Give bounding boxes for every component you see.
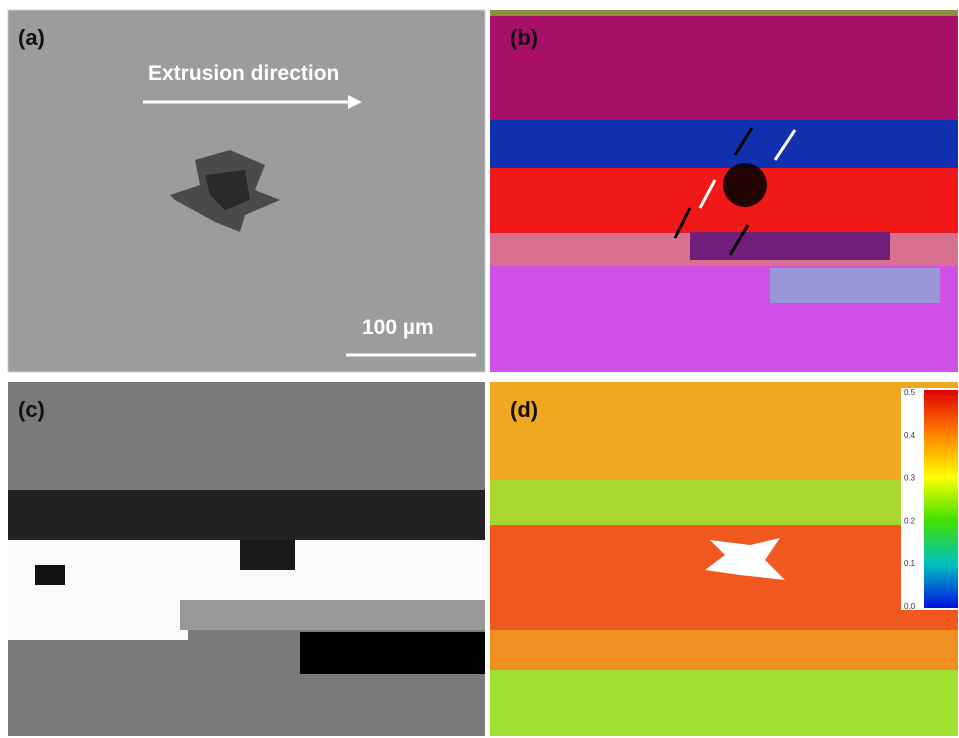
grain-band — [490, 10, 958, 122]
colorbar-tick-label: 0.3 — [904, 474, 916, 483]
kam-band — [490, 670, 958, 736]
kam-band — [490, 525, 958, 630]
panel-b: (b) — [490, 10, 958, 372]
grain-band — [490, 120, 958, 170]
grain-band — [490, 168, 958, 235]
phase-spot — [240, 540, 295, 570]
kam-band — [490, 630, 958, 670]
void — [723, 163, 767, 207]
grain-band — [490, 10, 958, 16]
panel-label: (d) — [510, 397, 538, 422]
phase-band — [8, 600, 188, 640]
panel-label: (c) — [18, 397, 45, 422]
panel-c: (c) — [8, 382, 485, 736]
colorbar-tick-label: 0.2 — [904, 516, 916, 525]
colorbar-tick-label: 0.1 — [904, 559, 916, 568]
colorbar — [924, 390, 958, 608]
colorbar-tick-label: 0.4 — [904, 431, 916, 440]
arrow-text: Extrusion direction — [148, 62, 339, 85]
panel-label: (a) — [18, 25, 45, 50]
grain-band — [690, 232, 890, 260]
panel-label: (b) — [510, 25, 538, 50]
kam-band — [490, 480, 958, 525]
colorbar-tick-label: 0.5 — [904, 388, 916, 397]
colorbar-tick-label: 0.0 — [904, 602, 916, 611]
figure: (a) Extrusion direction 100 µm (b) (c) — [0, 0, 959, 738]
phase-band — [180, 600, 485, 630]
phase-spot — [35, 565, 65, 585]
phase-band — [8, 490, 485, 542]
grain-band — [770, 268, 940, 303]
phase-band — [300, 632, 485, 674]
page: (a) Extrusion direction 100 µm (b) (c) — [0, 0, 959, 738]
scale-text: 100 µm — [362, 316, 434, 339]
panel-a: (a) Extrusion direction 100 µm — [8, 10, 485, 372]
panel-d: 0.0 0.1 0.2 0.3 0.4 0.5 (d) — [490, 382, 958, 736]
